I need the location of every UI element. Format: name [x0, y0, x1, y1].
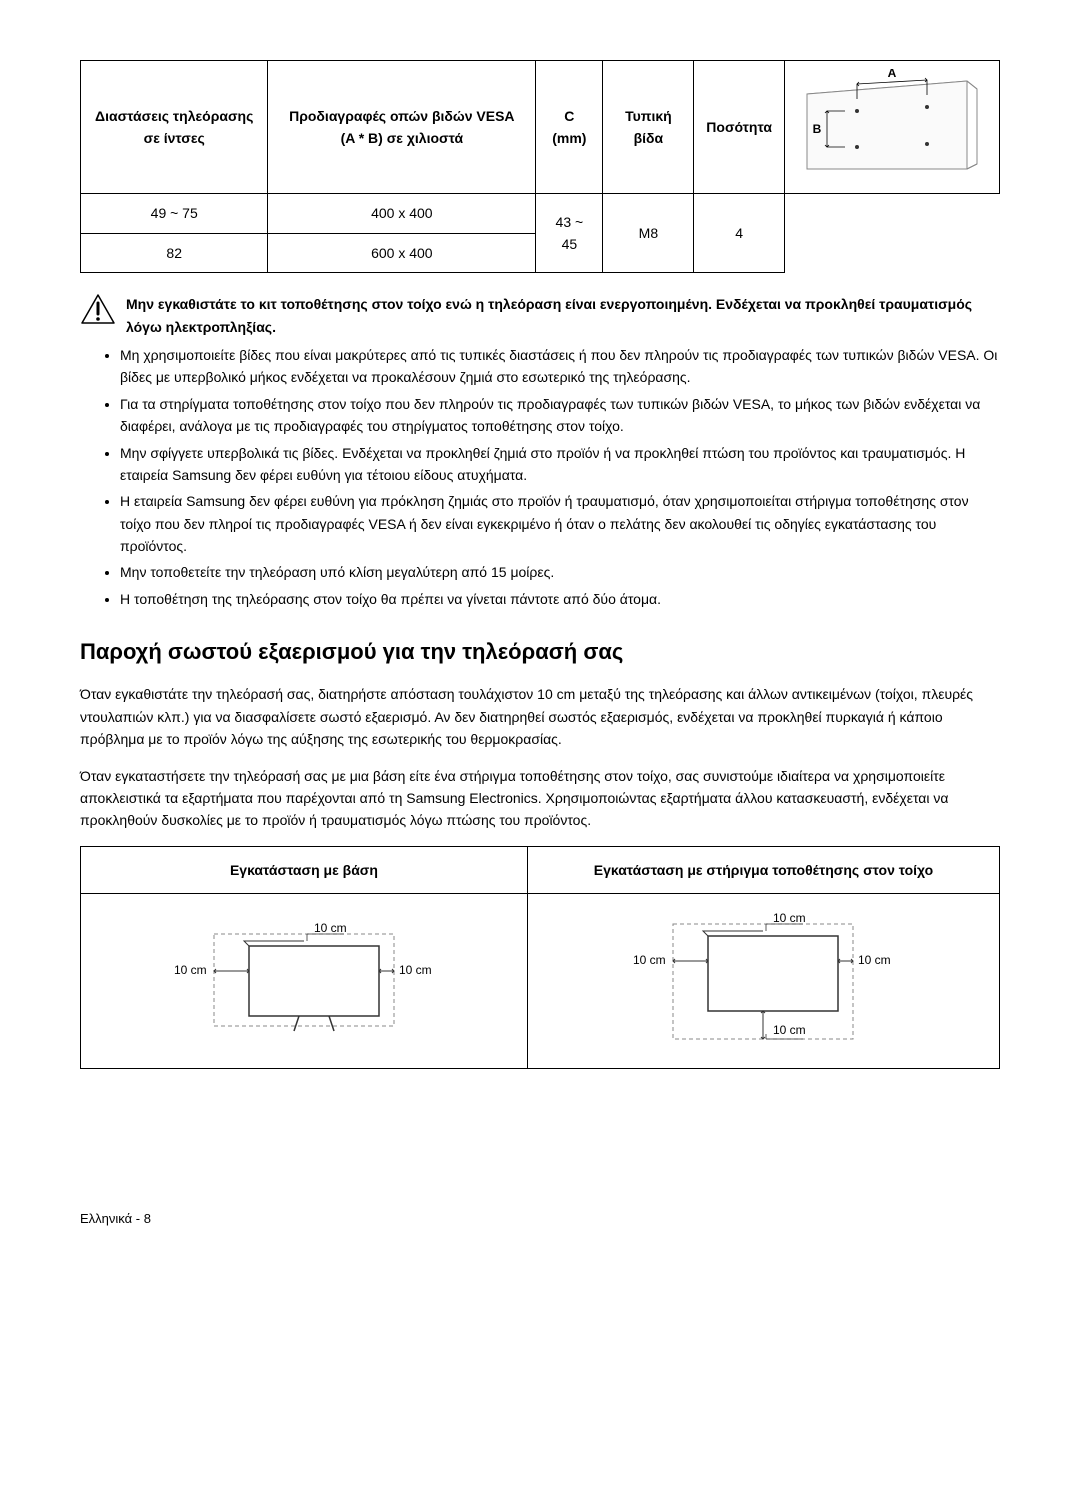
- stand-label-right: 10 cm: [399, 963, 432, 977]
- tv-wall-diagram-icon: 10 cm 10 cm 10 cm 10 cm: [603, 906, 923, 1056]
- bullet-5: Η τοποθέτηση της τηλεόρασης στον τοίχο θ…: [120, 588, 1000, 610]
- spec-qty: 4: [694, 194, 785, 273]
- spec-header-screw: Τυπική βίδα: [603, 61, 694, 194]
- stand-label-top: 10 cm: [314, 921, 347, 935]
- wall-label-right: 10 cm: [858, 953, 891, 967]
- diagram-label-a: A: [888, 69, 897, 80]
- diagram-label-b: B: [813, 122, 822, 136]
- wall-label-left: 10 cm: [633, 953, 666, 967]
- warning-icon: [80, 293, 116, 331]
- spec-table: Διαστάσεις τηλεόρασης σε ίντσες Προδιαγρ…: [80, 60, 1000, 273]
- bullet-list: Μη χρησιμοποιείτε βίδες που είναι μακρύτ…: [80, 344, 1000, 610]
- bullet-3: Η εταιρεία Samsung δεν φέρει ευθύνη για …: [120, 490, 1000, 557]
- bullet-0: Μη χρησιμοποιείτε βίδες που είναι μακρύτ…: [120, 344, 1000, 389]
- install-header-stand: Εγκατάσταση με βάση: [81, 846, 528, 893]
- spec-header-qty: Ποσότητα: [694, 61, 785, 194]
- section-para2: Όταν εγκαταστήσετε την τηλεόρασή σας με …: [80, 765, 1000, 832]
- spec-screw: M8: [603, 194, 694, 273]
- bullet-1: Για τα στηρίγματα τοποθέτησης στον τοίχο…: [120, 393, 1000, 438]
- spec-size-1: 82: [81, 233, 268, 272]
- section-heading: Παροχή σωστού εξαερισμού για την τηλεόρα…: [80, 634, 1000, 669]
- spec-vesa-0: 400 x 400: [268, 194, 536, 233]
- bullet-2: Μην σφίγγετε υπερβολικά τις βίδες. Ενδέχ…: [120, 442, 1000, 487]
- warning-block: Μην εγκαθιστάτε το κιτ τοποθέτησης στον …: [80, 293, 1000, 338]
- install-stand-diagram-cell: 10 cm 10 cm 10 cm: [81, 894, 528, 1069]
- install-table: Εγκατάσταση με βάση Εγκατάσταση με στήρι…: [80, 846, 1000, 1069]
- spec-size-0: 49 ~ 75: [81, 194, 268, 233]
- spec-vesa-1: 600 x 400: [268, 233, 536, 272]
- install-wall-diagram-cell: 10 cm 10 cm 10 cm 10 cm: [527, 894, 999, 1069]
- spec-header-c: C (mm): [536, 61, 603, 194]
- wall-label-bottom: 10 cm: [773, 1023, 806, 1037]
- tv-stand-diagram-icon: 10 cm 10 cm 10 cm: [144, 916, 464, 1046]
- section-para1: Όταν εγκαθιστάτε την τηλεόρασή σας, διατ…: [80, 683, 1000, 750]
- tv-diagram-cell: A B: [784, 61, 999, 194]
- spec-header-size: Διαστάσεις τηλεόρασης σε ίντσες: [81, 61, 268, 194]
- warning-text: Μην εγκαθιστάτε το κιτ τοποθέτησης στον …: [126, 293, 1000, 338]
- page-footer: Ελληνικά - 8: [80, 1209, 1000, 1230]
- stand-label-left: 10 cm: [174, 963, 207, 977]
- bullet-4: Μην τοποθετείτε την τηλεόραση υπό κλίση …: [120, 561, 1000, 583]
- install-header-wall: Εγκατάσταση με στήριγμα τοποθέτησης στον…: [527, 846, 999, 893]
- wall-label-top: 10 cm: [773, 911, 806, 925]
- spec-c: 43 ~ 45: [536, 194, 603, 273]
- spec-header-vesa: Προδιαγραφές οπών βιδών VESA (A * B) σε …: [268, 61, 536, 194]
- tv-rear-diagram-icon: A B: [797, 69, 987, 179]
